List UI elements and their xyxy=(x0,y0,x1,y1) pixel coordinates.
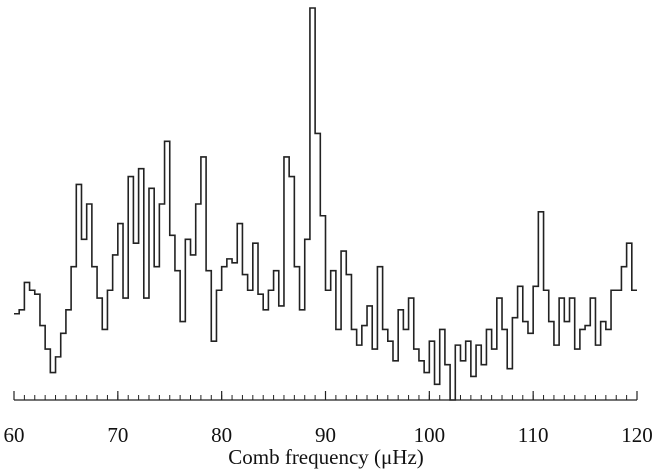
x-tick-label: 60 xyxy=(4,423,25,447)
x-tick-label: 80 xyxy=(211,423,232,447)
spectrum-line xyxy=(14,7,637,401)
x-tick-label: 110 xyxy=(518,423,549,447)
x-tick-label: 100 xyxy=(414,423,446,447)
x-tick-label: 70 xyxy=(107,423,128,447)
x-axis-label: Comb frequency (μHz) xyxy=(228,445,424,469)
x-tick-label: 120 xyxy=(621,423,652,447)
x-tick-label: 90 xyxy=(315,423,336,447)
